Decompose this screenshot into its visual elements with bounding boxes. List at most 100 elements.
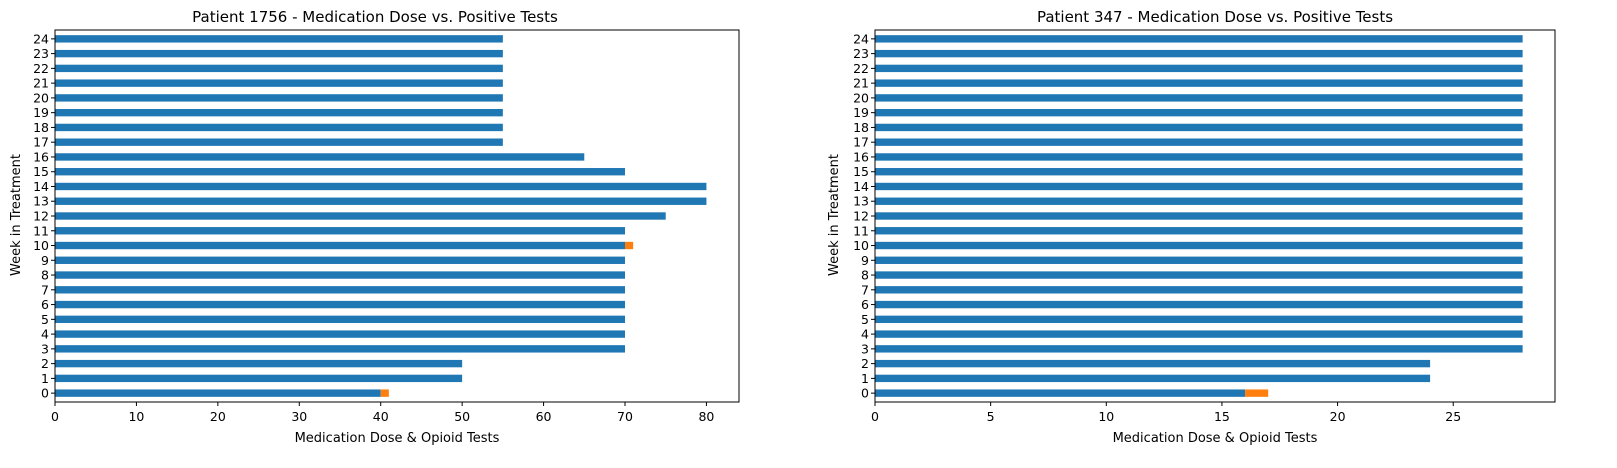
y-tick-label: 8 bbox=[41, 268, 49, 283]
y-tick-label: 7 bbox=[41, 282, 49, 297]
dose-bar bbox=[875, 271, 1523, 279]
y-tick-label: 24 bbox=[853, 31, 869, 46]
dose-bar bbox=[55, 315, 625, 324]
dose-bar bbox=[55, 212, 666, 220]
y-tick-label: 21 bbox=[33, 76, 49, 91]
y-tick-label: 0 bbox=[861, 386, 869, 401]
dose-bar bbox=[875, 345, 1523, 353]
x-tick-label: 30 bbox=[291, 409, 307, 424]
dose-bar bbox=[55, 197, 707, 205]
x-tick-label: 15 bbox=[1214, 409, 1230, 424]
y-tick-label: 9 bbox=[41, 253, 49, 268]
bars bbox=[55, 35, 707, 397]
y-tick-label: 16 bbox=[853, 149, 869, 164]
x-ticks: 0 10 20 30 40 50 60 70 80 bbox=[51, 402, 714, 424]
y-tick-label: 15 bbox=[33, 164, 49, 179]
y-axis-label: Week in Treatment bbox=[827, 154, 842, 276]
positive-test-bar bbox=[380, 389, 389, 397]
x-tick-label: 25 bbox=[1445, 409, 1461, 424]
y-tick-label: 1 bbox=[861, 371, 869, 386]
dose-bar bbox=[875, 241, 1523, 250]
dose-bar bbox=[875, 197, 1523, 205]
y-tick-label: 12 bbox=[33, 209, 49, 224]
dose-bar bbox=[875, 49, 1523, 58]
dose-bar bbox=[55, 94, 503, 102]
y-axis-label: Week in Treatment bbox=[9, 154, 24, 276]
y-tick-label: 3 bbox=[861, 341, 869, 356]
x-tick-label: 80 bbox=[698, 409, 714, 424]
dose-bar bbox=[55, 35, 503, 43]
dose-bar bbox=[55, 374, 463, 383]
y-tick-label: 13 bbox=[33, 194, 49, 209]
dose-bar bbox=[55, 330, 625, 338]
dose-bar bbox=[55, 108, 503, 117]
dose-bar bbox=[875, 94, 1523, 102]
chart-patient-347: Patient 347 - Medication Dose vs. Positi… bbox=[827, 8, 1556, 446]
dose-bar bbox=[875, 35, 1523, 43]
y-tick-label: 14 bbox=[853, 179, 869, 194]
y-tick-label: 6 bbox=[41, 297, 49, 312]
chart-patient-1756: Patient 1756 - Medication Dose vs. Posit… bbox=[9, 8, 740, 446]
y-tick-label: 1 bbox=[41, 371, 49, 386]
x-tick-label: 5 bbox=[987, 409, 995, 424]
y-tick-label: 12 bbox=[853, 209, 869, 224]
y-tick-label: 10 bbox=[33, 238, 49, 253]
dose-bar bbox=[55, 345, 625, 353]
dose-bar bbox=[875, 168, 1523, 176]
dose-bar bbox=[875, 153, 1523, 161]
x-tick-label: 10 bbox=[128, 409, 144, 424]
dose-bar bbox=[55, 153, 585, 161]
y-tick-label: 16 bbox=[33, 149, 49, 164]
y-tick-label: 20 bbox=[853, 90, 869, 105]
x-tick-label: 10 bbox=[1098, 409, 1114, 424]
y-tick-label: 19 bbox=[853, 105, 869, 120]
dose-bar bbox=[55, 389, 381, 397]
y-tick-label: 24 bbox=[33, 31, 49, 46]
y-tick-label: 20 bbox=[33, 90, 49, 105]
y-tick-label: 5 bbox=[41, 312, 49, 327]
dose-bar bbox=[55, 79, 503, 87]
dose-bar bbox=[875, 138, 1523, 146]
dose-bar bbox=[55, 138, 503, 146]
dose-bar bbox=[875, 123, 1523, 132]
dose-bar bbox=[875, 256, 1523, 264]
dose-bar bbox=[875, 300, 1523, 309]
y-tick-label: 3 bbox=[41, 341, 49, 356]
dose-bar bbox=[55, 286, 625, 294]
y-tick-label: 23 bbox=[33, 46, 49, 61]
x-tick-label: 50 bbox=[454, 409, 470, 424]
x-tick-label: 20 bbox=[1330, 409, 1346, 424]
y-tick-label: 6 bbox=[861, 297, 869, 312]
y-tick-label: 14 bbox=[33, 179, 49, 194]
y-tick-label: 23 bbox=[853, 46, 869, 61]
y-tick-label: 0 bbox=[41, 386, 49, 401]
chart-title: Patient 1756 - Medication Dose vs. Posit… bbox=[192, 8, 558, 26]
x-axis-label: Medication Dose & Opioid Tests bbox=[1113, 431, 1318, 446]
y-tick-label: 19 bbox=[33, 105, 49, 120]
y-tick-label: 15 bbox=[853, 164, 869, 179]
y-tick-label: 21 bbox=[853, 76, 869, 91]
y-tick-label: 11 bbox=[33, 223, 49, 238]
dose-bar bbox=[875, 374, 1431, 383]
x-tick-label: 0 bbox=[871, 409, 879, 424]
x-axis-label: Medication Dose & Opioid Tests bbox=[295, 431, 500, 446]
y-tick-label: 4 bbox=[41, 327, 49, 342]
dose-bar bbox=[875, 108, 1523, 117]
y-tick-label: 8 bbox=[861, 268, 869, 283]
dose-bar bbox=[875, 286, 1523, 294]
dose-bar bbox=[55, 227, 625, 235]
x-tick-label: 0 bbox=[51, 409, 59, 424]
dose-bar bbox=[875, 330, 1523, 338]
x-tick-label: 20 bbox=[210, 409, 226, 424]
y-tick-label: 5 bbox=[861, 312, 869, 327]
y-tick-label: 22 bbox=[33, 61, 49, 76]
y-tick-label: 22 bbox=[853, 61, 869, 76]
y-tick-label: 2 bbox=[41, 356, 49, 371]
bars bbox=[875, 35, 1523, 397]
x-ticks: 0 5 10 15 20 25 bbox=[871, 402, 1461, 424]
x-tick-label: 40 bbox=[373, 409, 389, 424]
dose-bar bbox=[55, 300, 625, 309]
positive-test-bar bbox=[1245, 389, 1269, 397]
